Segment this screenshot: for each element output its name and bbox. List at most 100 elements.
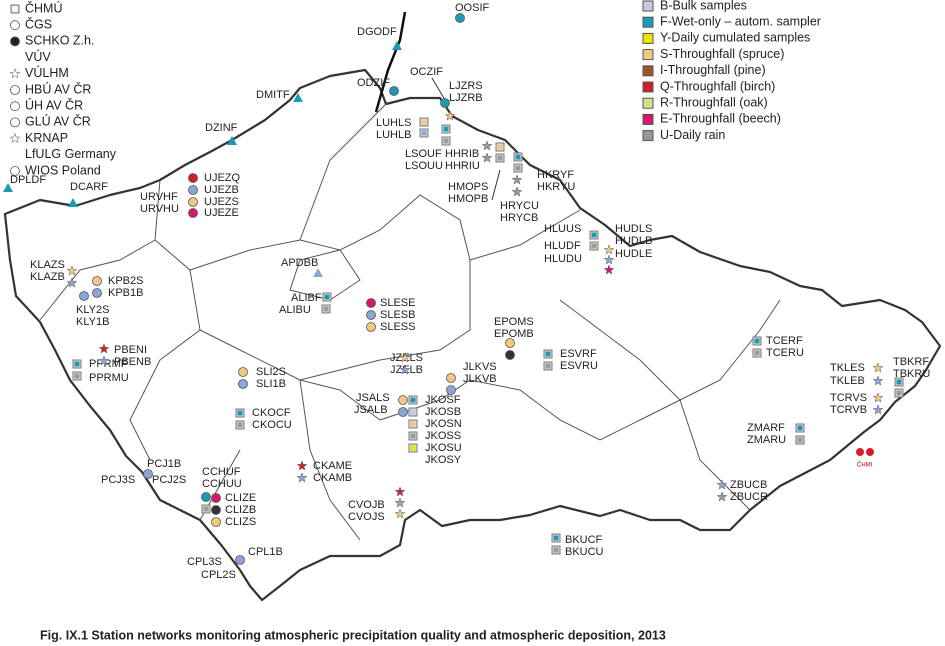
marker	[188, 197, 198, 207]
station-label: PPRMF	[89, 358, 128, 370]
marker-inner	[421, 130, 427, 136]
marker-inner	[410, 445, 416, 451]
marker-inner	[515, 165, 521, 171]
station-label: CKAME	[313, 460, 352, 472]
marker-inner	[74, 361, 80, 367]
station-label: ALIBF	[291, 292, 322, 304]
station-label: CVOJS	[348, 511, 385, 523]
marker-inner	[410, 409, 416, 415]
station-label: LUHLB	[376, 129, 411, 141]
marker	[394, 486, 406, 497]
station-label: PPRMU	[89, 372, 129, 384]
marker	[211, 505, 221, 515]
station-label: PCJ3S	[101, 474, 135, 486]
marker	[227, 136, 237, 145]
marker	[9, 68, 21, 79]
marker-inner	[323, 306, 329, 312]
station-label: ALIBU	[279, 304, 311, 316]
river	[374, 11, 407, 113]
station-label: HKRYU	[537, 181, 575, 193]
marker	[366, 322, 376, 332]
marker-inner	[545, 351, 551, 357]
marker	[296, 460, 308, 471]
marker	[10, 36, 20, 47]
marker	[603, 254, 615, 265]
station-label: ODZIF	[357, 77, 390, 89]
marker	[92, 276, 102, 286]
marker	[392, 41, 402, 50]
marker-inner	[237, 422, 243, 428]
marker-inner	[515, 154, 521, 160]
marker	[603, 264, 615, 275]
legend-label: ÚH AV ČR	[25, 97, 83, 112]
marker	[10, 52, 20, 62]
marker-inner	[203, 506, 209, 512]
station-label: KLAZS	[30, 259, 65, 271]
legend-swatch	[642, 0, 654, 12]
marker	[366, 298, 376, 308]
marker	[872, 404, 884, 415]
marker-inner	[324, 294, 330, 300]
marker	[716, 491, 728, 502]
station-label: HUDLE	[615, 248, 652, 260]
station-label: EPOMB	[494, 328, 534, 340]
station-label: JKOSN	[425, 418, 462, 430]
marker	[455, 13, 465, 23]
pointer	[431, 77, 446, 101]
station-label: TCRVS	[830, 392, 867, 404]
marker-inner	[797, 437, 803, 443]
marker	[872, 392, 884, 403]
marker	[10, 149, 20, 159]
station-label: JKOSS	[425, 430, 461, 442]
legend-swatch	[642, 130, 654, 142]
station-label: TBKRF	[893, 356, 929, 368]
marker	[394, 508, 406, 519]
station-label: PCJ1B	[147, 458, 181, 470]
station-label: HRYCU	[500, 200, 539, 212]
legend-swatch	[642, 32, 654, 44]
marker-inner	[553, 547, 559, 553]
legend-label: ČHMÚ	[25, 0, 63, 15]
marker	[394, 497, 406, 508]
legend-label: F-Wet-only – autom. sampler	[660, 14, 821, 28]
pointer	[491, 169, 501, 201]
marker	[98, 355, 110, 366]
station-label: JLKVS	[463, 361, 497, 373]
marker	[211, 517, 221, 527]
station-label: APDBB	[281, 257, 318, 269]
marker	[188, 173, 198, 183]
station-label: HHRIB	[445, 148, 479, 160]
marker	[66, 277, 78, 288]
marker	[313, 268, 323, 277]
marker	[398, 407, 408, 417]
marker	[505, 338, 515, 348]
legend-label: VÚLHM	[25, 65, 69, 80]
station-label: JKOSY	[425, 454, 462, 466]
station-label: ZBUCR	[730, 491, 768, 503]
station-label: ZBUCB	[730, 479, 767, 491]
station-label: LSOUU	[405, 160, 443, 172]
station-label: PCJ2S	[152, 474, 186, 486]
marker-inner	[410, 397, 416, 403]
legend-swatch	[642, 97, 654, 109]
station-label: SLESE	[380, 297, 415, 309]
station-label: UJEZE	[204, 207, 239, 219]
marker	[446, 385, 456, 395]
station-label: ZMARF	[747, 422, 785, 434]
station-label: LSOUF	[405, 148, 442, 160]
marker-inner	[497, 144, 503, 150]
station-label: CKOCF	[252, 407, 291, 419]
legend-label: S-Throughfall (spruce)	[660, 47, 784, 61]
marker	[366, 310, 376, 320]
legend-swatch	[642, 81, 654, 93]
marker	[143, 469, 153, 479]
marker	[9, 132, 21, 144]
station-label: CCHUU	[202, 478, 242, 490]
marker-inner	[754, 350, 760, 356]
station-label: CPL1B	[248, 546, 283, 558]
caption: Fig. IX.1 Station networks monitoring at…	[40, 628, 666, 642]
marker	[444, 110, 456, 121]
station-label: OCZIF	[410, 66, 443, 78]
legend-label: WIOS Poland	[25, 163, 101, 177]
legend-swatch	[642, 113, 654, 125]
